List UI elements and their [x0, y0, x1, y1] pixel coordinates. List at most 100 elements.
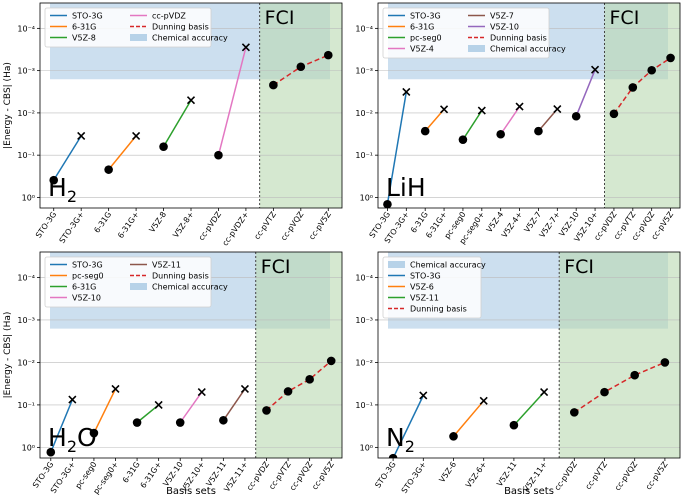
legend-label: pc-seg0	[410, 34, 442, 43]
y-tick-label: 10⁻¹	[355, 151, 373, 160]
data-point-plus	[419, 391, 428, 400]
x-tick-label: V5Z-6+	[464, 460, 488, 490]
x-tick-label: STO-3G+	[58, 210, 86, 245]
x-tick-label: cc-pVDZ+	[220, 210, 250, 248]
x-tick-label: STO-3G	[373, 460, 398, 490]
data-point-plus	[240, 384, 249, 393]
legend-label: V5Z-6	[410, 283, 434, 292]
legend-label: Chemical accuracy	[152, 34, 228, 43]
legend-label: V5Z-7	[490, 12, 514, 21]
y-tick-label: 10⁻³	[17, 67, 35, 76]
y-tick-label: 10⁻³	[355, 316, 373, 325]
legend-label: Chemical accuracy	[490, 45, 566, 54]
data-point	[305, 375, 314, 384]
x-tick-label: cc-pV5Z	[310, 460, 336, 491]
series-line-cc-pVDZ	[217, 47, 247, 156]
y-tick-label: 10⁻²	[355, 358, 373, 367]
x-axis-label: Basis sets	[166, 486, 216, 497]
data-point	[132, 418, 142, 427]
legend-label: V5Z-8	[72, 34, 96, 43]
data-point-plus	[241, 43, 250, 52]
data-point	[326, 356, 336, 366]
fci-region	[559, 252, 680, 458]
molecule-label: LiH	[386, 173, 426, 202]
series-line-STO-3G	[392, 395, 424, 458]
axes-frame	[377, 251, 681, 459]
y-tick-label: 10⁻⁴	[355, 24, 373, 33]
fci-region	[604, 3, 680, 208]
molecule-label: H2O	[48, 423, 97, 456]
legend-label: Dunning basis	[152, 272, 209, 281]
x-tick-label: cc-pVTZ	[252, 210, 278, 241]
legend-patch	[388, 261, 405, 268]
series-line-V5Z-10	[179, 391, 203, 423]
series-line-pc-seg0	[93, 388, 117, 434]
axes-frame	[39, 251, 343, 459]
x-axis-label: Basis sets	[504, 486, 554, 497]
x-tick-label: 6-31G+	[139, 460, 164, 490]
legend-label: 6-31G	[72, 283, 96, 292]
data-point	[296, 62, 306, 72]
data-point	[666, 53, 675, 63]
data-point-plus	[154, 400, 163, 409]
legend-box	[44, 256, 212, 308]
data-point-plus	[402, 87, 411, 97]
x-tick-label: STO-3G	[34, 210, 59, 240]
legend-box	[382, 7, 550, 59]
data-point	[660, 358, 670, 367]
y-axis-label: |Energy - CBS| (Ha)	[3, 312, 13, 399]
x-tick-label: cc-pVDZ	[553, 460, 579, 492]
legend-label: STO-3G	[410, 272, 441, 281]
molecule-label: H2	[48, 173, 77, 206]
data-point	[262, 406, 271, 415]
y-tick-label: 10⁻⁴	[17, 273, 35, 282]
data-point	[46, 447, 56, 457]
data-point	[570, 408, 579, 417]
data-point-plus	[515, 102, 524, 111]
fci-region	[255, 252, 342, 458]
fci-label: FCI	[261, 256, 291, 278]
x-tick-label: cc-pVQZ	[279, 210, 305, 242]
legend-label: Dunning basis	[490, 34, 547, 43]
y-tick-label: 10⁻²	[17, 358, 35, 367]
fci-region	[259, 3, 342, 208]
data-point-plus	[111, 384, 120, 393]
data-point	[571, 111, 581, 121]
series-line-V5Z-10	[575, 69, 596, 117]
data-point	[628, 83, 638, 92]
y-tick-label: 10⁻³	[355, 67, 373, 76]
data-point	[175, 418, 185, 427]
data-point-plus	[477, 106, 486, 115]
y-tick-label: 10⁻¹	[17, 151, 35, 160]
legend-label: 6-31G	[410, 23, 434, 32]
legend-label: pc-seg0	[72, 272, 104, 281]
legend-label: 6-31G	[72, 23, 96, 32]
data-point	[89, 428, 99, 438]
data-point	[283, 387, 293, 396]
x-tick-label: 6-31G	[92, 210, 113, 235]
data-point	[609, 109, 619, 119]
x-tick-label: 6-31G+	[116, 210, 141, 240]
series-line-Dunning basis	[266, 360, 332, 411]
data-point	[630, 370, 639, 380]
data-point-plus	[590, 65, 600, 74]
data-point	[388, 453, 398, 458]
data-point-plus	[197, 388, 206, 397]
x-tick-label: STO-3G+	[400, 460, 428, 495]
y-tick-label: 10⁰	[360, 193, 373, 202]
x-tick-label: V5Z-11	[495, 460, 519, 488]
series-line-Dunning basis	[613, 57, 672, 115]
data-point	[509, 420, 519, 430]
y-tick-label: 10⁻²	[17, 109, 35, 118]
legend-box	[44, 7, 212, 48]
x-tick-label: cc-pVTZ	[584, 460, 610, 491]
y-tick-label: 10⁰	[22, 443, 35, 452]
y-tick-label: 10⁻²	[355, 109, 373, 118]
legend-box	[382, 256, 482, 319]
data-point	[647, 65, 656, 75]
data-point-plus	[479, 396, 488, 405]
data-point	[496, 129, 505, 139]
legend-patch	[468, 45, 485, 52]
series-line-STO-3G	[53, 135, 82, 181]
